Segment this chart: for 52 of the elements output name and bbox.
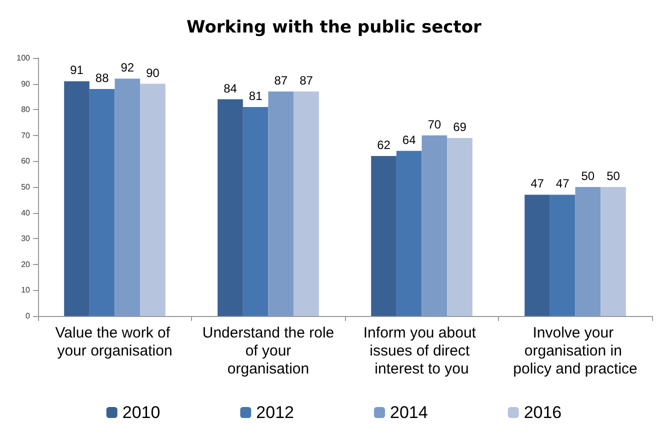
bar bbox=[114, 78, 140, 316]
bar bbox=[140, 84, 166, 316]
bar bbox=[89, 88, 115, 316]
bar bbox=[396, 150, 422, 316]
x-tick-label: Involve your organisation in policy and practice bbox=[513, 324, 638, 378]
bar bbox=[242, 107, 268, 316]
bar bbox=[600, 187, 626, 316]
legend-label: 2012 bbox=[256, 403, 294, 422]
legend-label: 2014 bbox=[390, 403, 428, 422]
bar bbox=[64, 81, 90, 316]
bar bbox=[218, 99, 243, 316]
y-tick-label: 40 bbox=[21, 208, 31, 218]
bar bbox=[575, 187, 601, 316]
y-tick-label: 70 bbox=[21, 130, 31, 140]
data-label: 92 bbox=[120, 60, 134, 75]
bar bbox=[447, 138, 472, 316]
bar bbox=[550, 194, 576, 316]
data-label: 69 bbox=[453, 120, 467, 134]
bar bbox=[371, 156, 396, 316]
data-label: 50 bbox=[606, 169, 620, 183]
bar bbox=[524, 194, 550, 316]
y-tick-label: 100 bbox=[16, 54, 31, 62]
y-tick-label: 80 bbox=[21, 105, 31, 114]
y-tick-label: 20 bbox=[21, 260, 31, 269]
data-label: 87 bbox=[300, 74, 314, 88]
bar bbox=[268, 92, 294, 316]
data-label: 62 bbox=[377, 138, 391, 152]
data-label: 64 bbox=[402, 132, 416, 147]
y-tick-label: 10 bbox=[21, 286, 31, 295]
y-tick-label: 30 bbox=[21, 234, 31, 244]
data-label: 47 bbox=[556, 176, 570, 191]
bar bbox=[422, 135, 448, 316]
data-label: 87 bbox=[274, 74, 288, 88]
data-label: 50 bbox=[581, 169, 595, 183]
x-tick-label: Value the work of your organisation bbox=[55, 324, 174, 360]
data-label: 47 bbox=[530, 176, 544, 191]
x-tick-label: Understand the role of your organisation bbox=[202, 324, 334, 378]
x-tick-label: Inform you about issues of direct interest to you bbox=[363, 324, 480, 378]
data-label: 90 bbox=[146, 66, 160, 80]
data-label: 84 bbox=[224, 81, 238, 96]
legend-label: 2010 bbox=[122, 403, 160, 422]
data-label: 70 bbox=[428, 117, 442, 132]
chart-title: Working with the public sector bbox=[186, 18, 482, 38]
data-label: 91 bbox=[70, 63, 84, 78]
data-label: 81 bbox=[248, 89, 263, 104]
y-tick-label: 0 bbox=[26, 312, 31, 320]
y-tick-label: 50 bbox=[21, 182, 31, 192]
y-tick-label: 90 bbox=[21, 79, 31, 88]
bar bbox=[294, 92, 319, 316]
data-label: 88 bbox=[95, 70, 110, 85]
legend-label: 2016 bbox=[524, 403, 562, 422]
y-tick-label: 60 bbox=[21, 156, 31, 166]
